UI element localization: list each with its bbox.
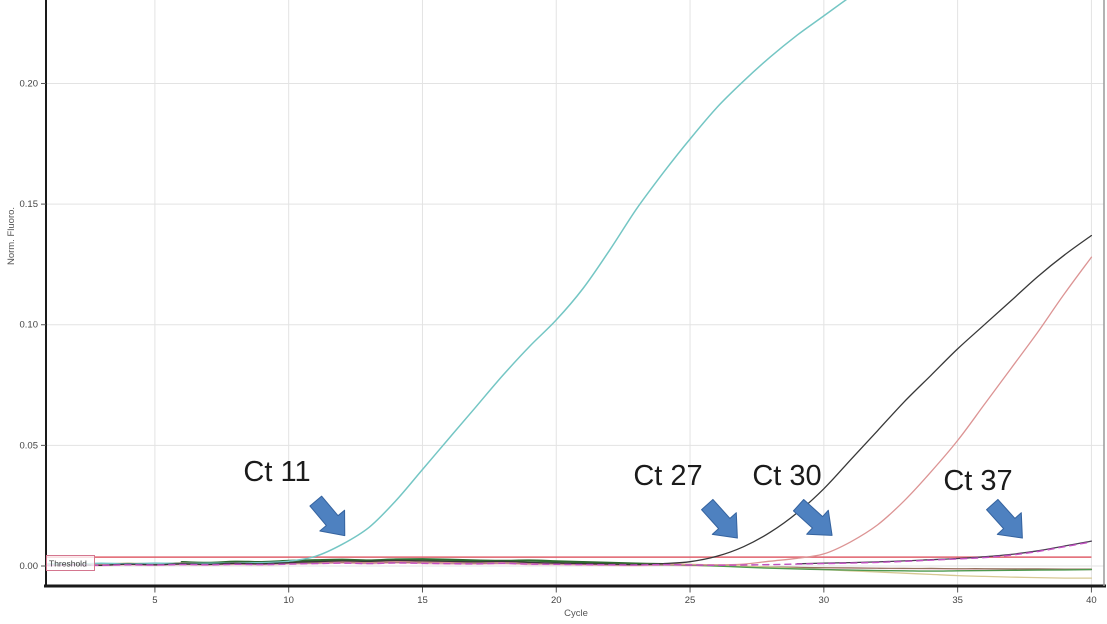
- threshold-label: Threshold: [46, 555, 95, 571]
- y-tick-label: 0.15: [20, 199, 39, 210]
- series-sample-ct27-black: [47, 234, 1093, 567]
- ct-annotation-label: Ct 27: [633, 460, 702, 492]
- y-tick-label: 0.20: [20, 78, 39, 89]
- y-tick-label: 0.05: [20, 440, 39, 451]
- x-axis-title: Cycle: [564, 608, 588, 619]
- ct-annotation-label: Ct 11: [243, 456, 310, 488]
- series-sample-ct37-magenta: [47, 541, 1093, 567]
- x-tick-label: 20: [551, 595, 562, 606]
- x-tick-label: 10: [283, 595, 294, 606]
- threshold-label-box: [46, 555, 95, 571]
- ct-arrow-icon: [309, 495, 346, 537]
- series-sample-ct37-dark-violet: [796, 540, 1093, 565]
- ct-arrow-icon: [792, 499, 833, 536]
- ct-arrow-icon: [701, 498, 738, 539]
- x-tick-label: 40: [1086, 595, 1097, 606]
- y-tick-label: 0.00: [20, 561, 39, 572]
- amplification-curves: [46, 0, 1093, 579]
- ct-annotation-label: Ct 37: [943, 465, 1012, 497]
- gridlines: [46, 0, 1104, 586]
- x-tick-label: 5: [152, 595, 157, 606]
- plot-frame: [44, 0, 1106, 588]
- x-tick-label: 30: [819, 595, 830, 606]
- series-sample-ct30-pink: [47, 256, 1093, 566]
- series-sample-ct11-cyan: [47, 0, 848, 565]
- x-tick-label: 25: [685, 595, 696, 606]
- threshold-label-text: Threshold: [49, 559, 87, 569]
- ct-annotations: Ct 11 Ct 27 Ct 30 Ct 37: [243, 456, 1023, 539]
- x-tick-label: 15: [417, 595, 428, 606]
- axis-ticks: 5 10 15 20 25 30 35 40 0.00 0.05 0.10 0.15 0.20: [20, 78, 1097, 606]
- ct-arrow-icon: [986, 498, 1023, 539]
- x-tick-label: 35: [952, 595, 963, 606]
- y-tick-label: 0.10: [20, 320, 39, 331]
- ct-annotation-label: Ct 30: [752, 460, 821, 492]
- y-axis-title: Norm. Fluoro.: [6, 207, 17, 265]
